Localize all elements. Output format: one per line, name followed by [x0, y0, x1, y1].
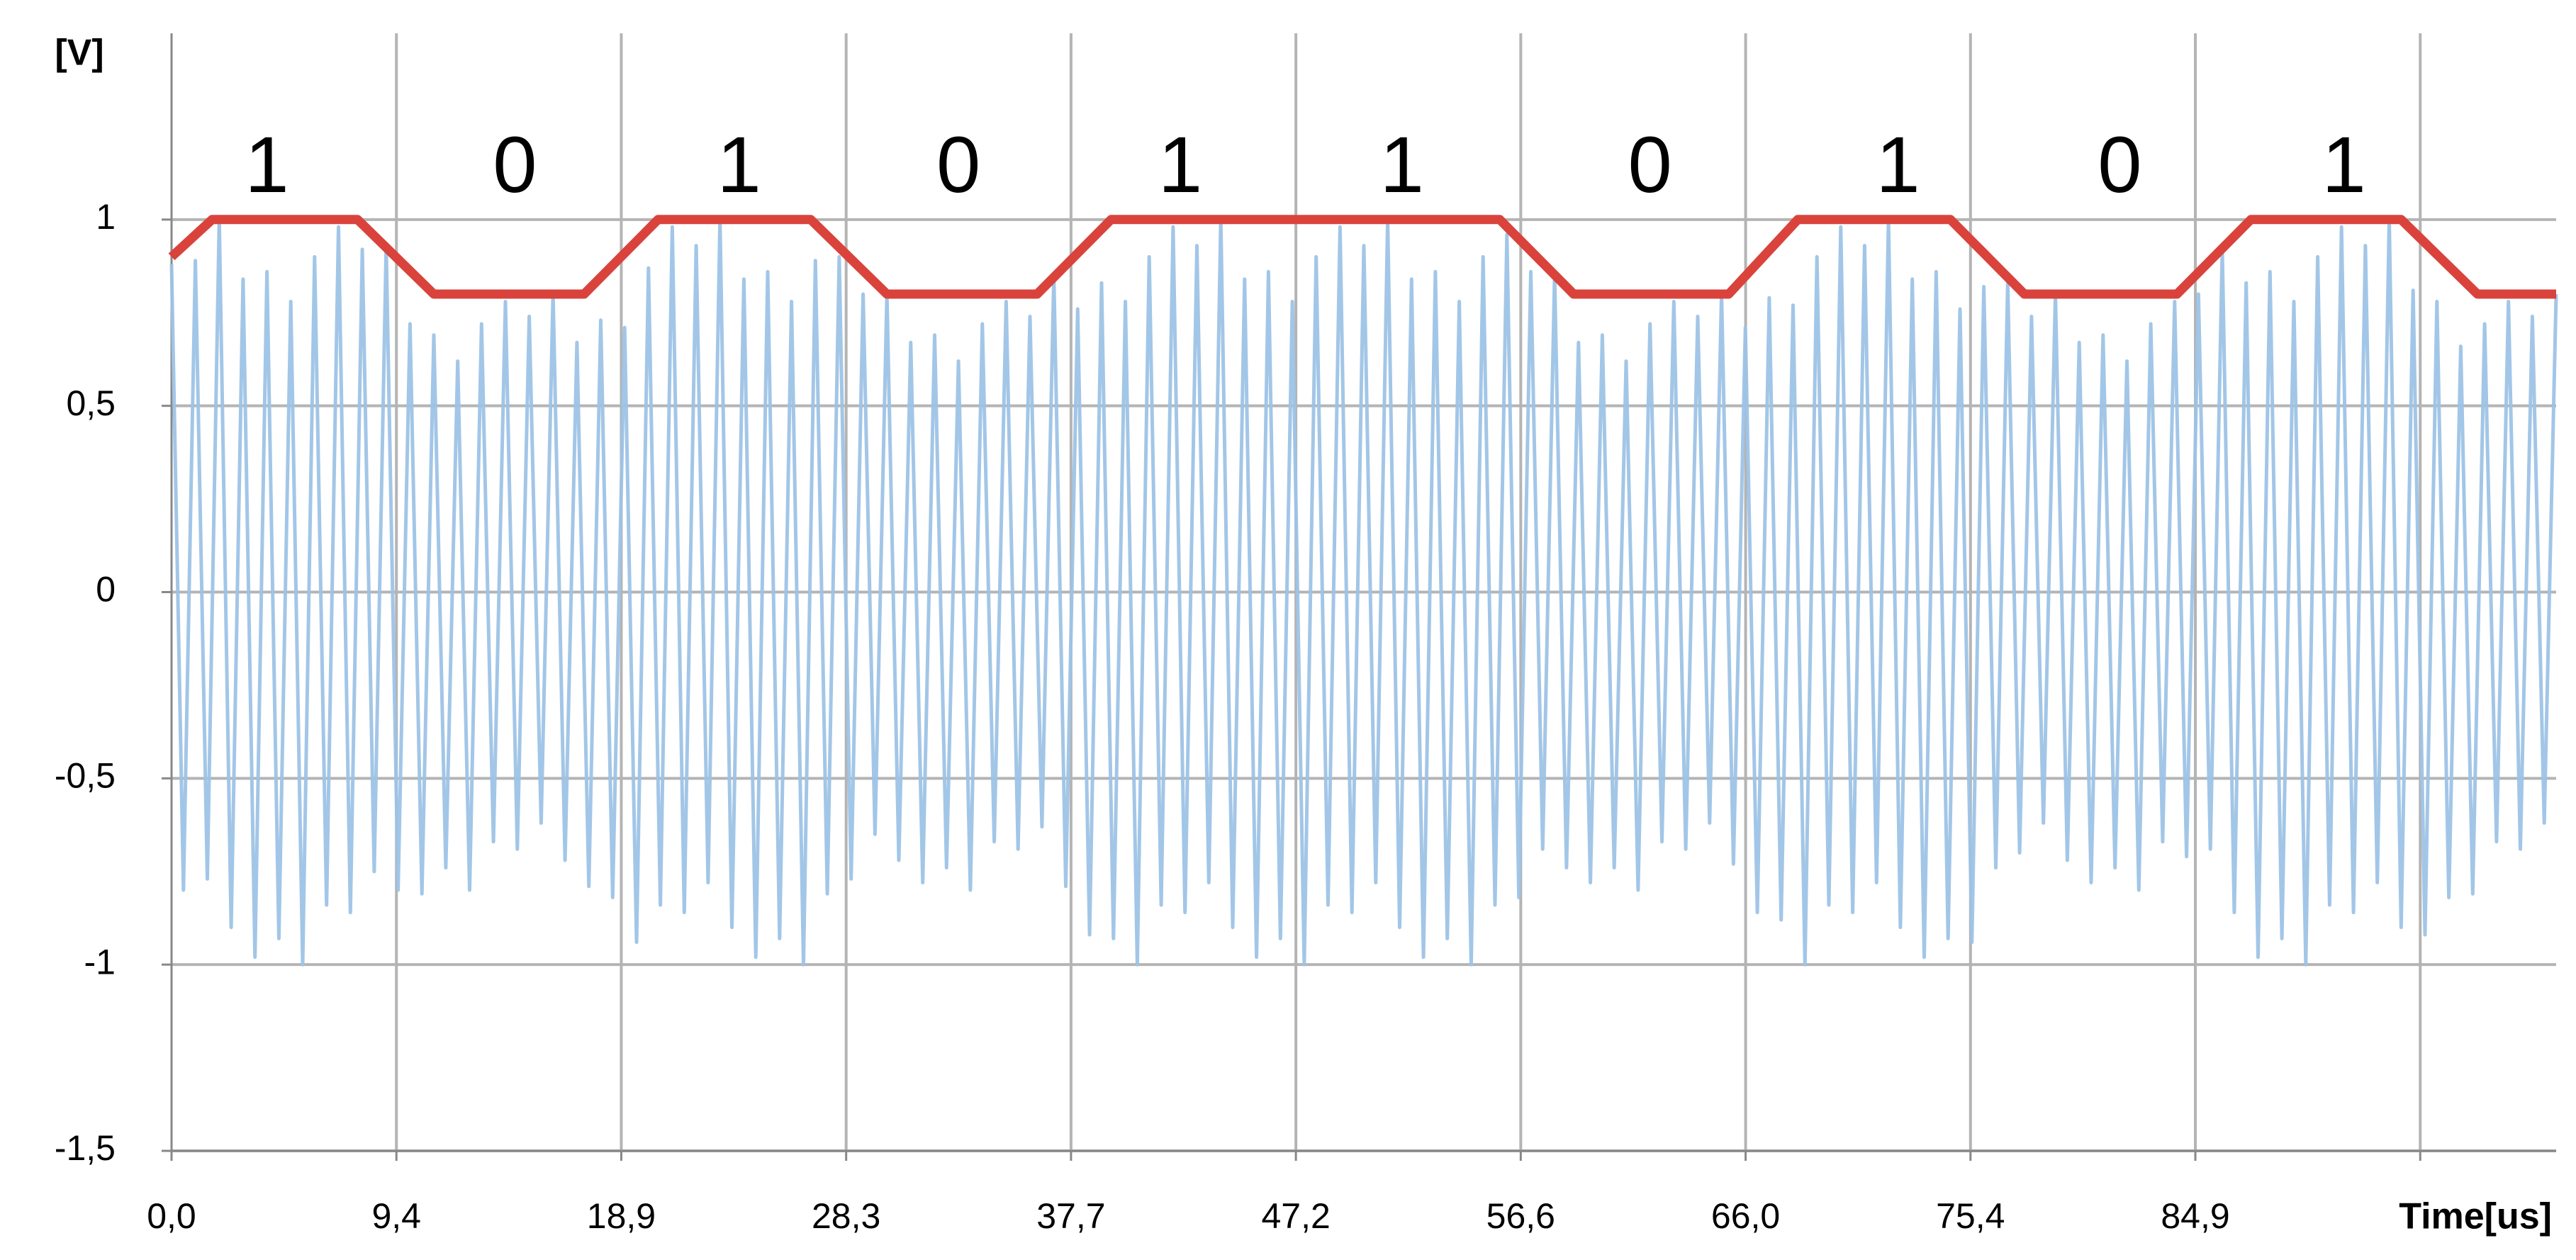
- x-tick-label: 84,9: [2161, 1196, 2229, 1236]
- x-tick-label: 28,3: [812, 1196, 880, 1236]
- y-tick-label: 0,5: [66, 383, 116, 423]
- y-tick-label: 0: [96, 570, 116, 609]
- bit-label: 1: [2322, 120, 2365, 209]
- bit-label: 0: [936, 120, 980, 209]
- bit-label: 1: [1876, 120, 1920, 209]
- x-axis-title: Time[us]: [2399, 1196, 2552, 1237]
- bit-label: 1: [1380, 120, 1424, 209]
- x-tick-label: 9,4: [371, 1196, 421, 1236]
- x-tick-label: 47,2: [1261, 1196, 1330, 1236]
- y-axis-title: [V]: [55, 33, 103, 74]
- bit-label: 0: [493, 120, 537, 209]
- x-tick-label: 37,7: [1036, 1196, 1105, 1236]
- x-tick-label: 0,0: [147, 1196, 196, 1236]
- x-tick-label: 66,0: [1711, 1196, 1780, 1236]
- y-tick-label: 1: [96, 197, 116, 237]
- bit-label: 1: [1158, 120, 1202, 209]
- y-tick-label: -0,5: [55, 756, 116, 796]
- bit-label: 1: [717, 120, 761, 209]
- y-tick-label: -1: [84, 942, 116, 981]
- x-tick-label: 18,9: [587, 1196, 656, 1236]
- x-tick-label: 56,6: [1486, 1196, 1555, 1236]
- signal-line: [169, 218, 2558, 967]
- envelope-line: [168, 215, 2556, 299]
- bit-label: 1: [245, 120, 289, 209]
- bit-label: 0: [2098, 120, 2141, 209]
- y-tick-label: -1,5: [55, 1128, 116, 1168]
- bit-label: 0: [1628, 120, 1672, 209]
- x-tick-label: 75,4: [1936, 1196, 2005, 1236]
